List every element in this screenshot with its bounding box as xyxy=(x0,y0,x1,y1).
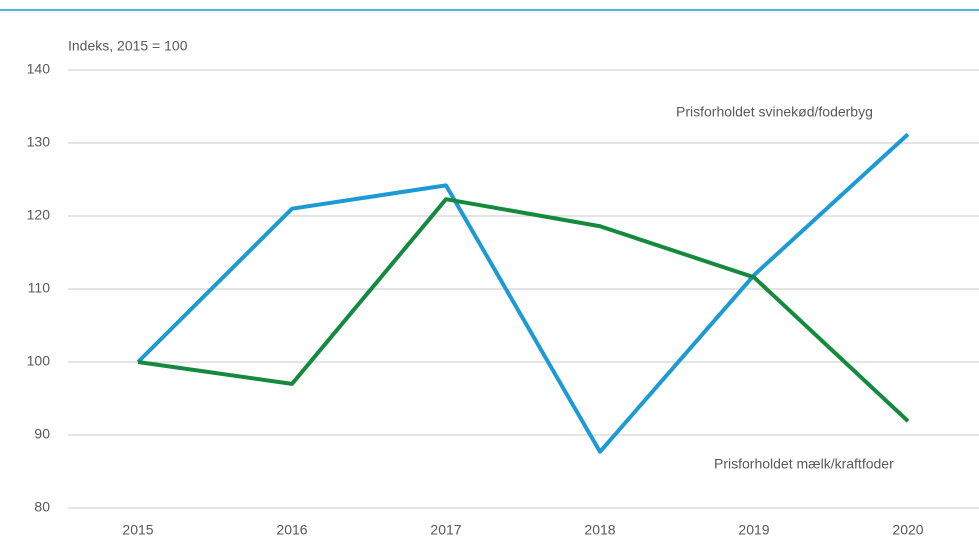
x-tick-label: 2015 xyxy=(122,522,153,538)
x-tick-label: 2018 xyxy=(584,522,615,538)
y-tick-label: 110 xyxy=(28,280,51,296)
series-label: Prisforholdet svinekød/foderbyg xyxy=(676,104,873,120)
series-label: Prisforholdet mælk/kraftfoder xyxy=(714,456,894,472)
y-tick-label: 120 xyxy=(27,207,51,223)
y-tick-label: 80 xyxy=(34,499,50,515)
y-tick-label: 140 xyxy=(27,61,51,77)
x-tick-label: 2019 xyxy=(738,522,769,538)
series-line xyxy=(137,197,910,423)
x-tick-label: 2017 xyxy=(430,522,461,538)
x-tick-label: 2020 xyxy=(892,522,923,538)
x-tick-label: 2016 xyxy=(276,522,307,538)
y-tick-label: 100 xyxy=(27,353,51,369)
series-line xyxy=(136,132,910,454)
y-tick-label: 90 xyxy=(34,426,50,442)
y-axis-label: Indeks, 2015 = 100 xyxy=(68,38,188,54)
y-tick-label: 130 xyxy=(27,134,51,150)
